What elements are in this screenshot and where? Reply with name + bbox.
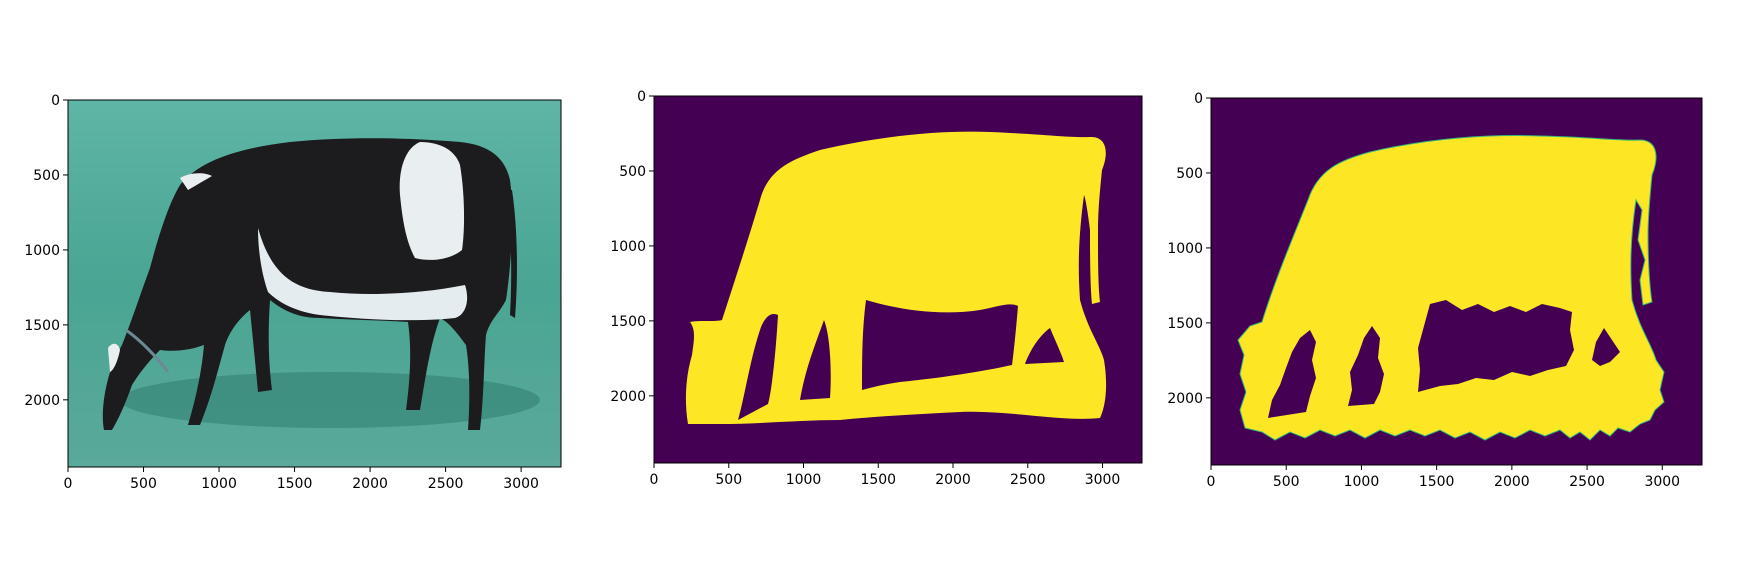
x-tick-label: 0: [650, 472, 659, 488]
x-tick-label: 0: [64, 476, 73, 492]
x-tick-label: 2500: [428, 476, 464, 492]
y-tick-label: 1000: [610, 239, 646, 255]
x-tick-label: 1000: [201, 476, 237, 492]
y-tick-label: 2000: [610, 389, 646, 405]
y-tick-label: 2000: [24, 393, 60, 409]
x-tick-label: 2000: [1494, 474, 1530, 490]
x-tick-label: 2500: [1010, 472, 1046, 488]
x-tick-label: 500: [715, 472, 742, 488]
mask-noisy-image: [1211, 98, 1702, 465]
y-tick-label: 2000: [1167, 391, 1203, 407]
y-tick-label: 500: [33, 168, 60, 184]
x-tick-label: 3000: [1085, 472, 1121, 488]
axes-mask-smooth: 0 500 1000 1500 2000 2500 3000 0 500 1000 1500 2000: [610, 89, 1120, 488]
photo-image: [68, 100, 561, 467]
panel-photo: 0 500 1000 1500 2000 2500 3000 0 500 1000 1500 2000: [24, 93, 562, 492]
x-tick-label: 2500: [1569, 474, 1605, 490]
x-tick-label: 1500: [1419, 474, 1455, 490]
y-tick-label: 1500: [24, 318, 60, 334]
axes-mask-noisy: 0 500 1000 1500 2000 2500 3000 0 500 1000 1500 2000: [1167, 91, 1680, 490]
panel-mask-noisy: 0 500 1000 1500 2000 2500 3000 0 500 1000 1500 2000: [1167, 91, 1703, 490]
y-tick-label: 500: [619, 164, 646, 180]
axes-photo: 0 500 1000 1500 2000 2500 3000 0 500 1000 1500 2000: [24, 93, 539, 492]
panel-mask-smooth: 0 500 1000 1500 2000 2500 3000 0 500 1000 1500 2000: [610, 89, 1143, 488]
x-tick-label: 1000: [786, 472, 822, 488]
x-tick-label: 2000: [935, 472, 971, 488]
x-tick-label: 500: [130, 476, 157, 492]
y-tick-label: 0: [637, 89, 646, 105]
mask-smooth-image: [654, 96, 1142, 463]
y-tick-label: 1000: [24, 243, 60, 259]
x-tick-label: 1000: [1344, 474, 1380, 490]
x-tick-label: 2000: [352, 476, 388, 492]
y-tick-label: 0: [51, 93, 60, 109]
y-tick-label: 1500: [1167, 316, 1203, 332]
x-tick-label: 3000: [1644, 474, 1680, 490]
x-tick-label: 1500: [860, 472, 896, 488]
y-tick-label: 1000: [1167, 241, 1203, 257]
x-tick-label: 1500: [277, 476, 313, 492]
y-tick-label: 1500: [610, 314, 646, 330]
x-tick-label: 3000: [503, 476, 539, 492]
x-tick-label: 0: [1207, 474, 1216, 490]
y-tick-label: 500: [1176, 166, 1203, 182]
y-tick-label: 0: [1194, 91, 1203, 107]
x-tick-label: 500: [1273, 474, 1300, 490]
